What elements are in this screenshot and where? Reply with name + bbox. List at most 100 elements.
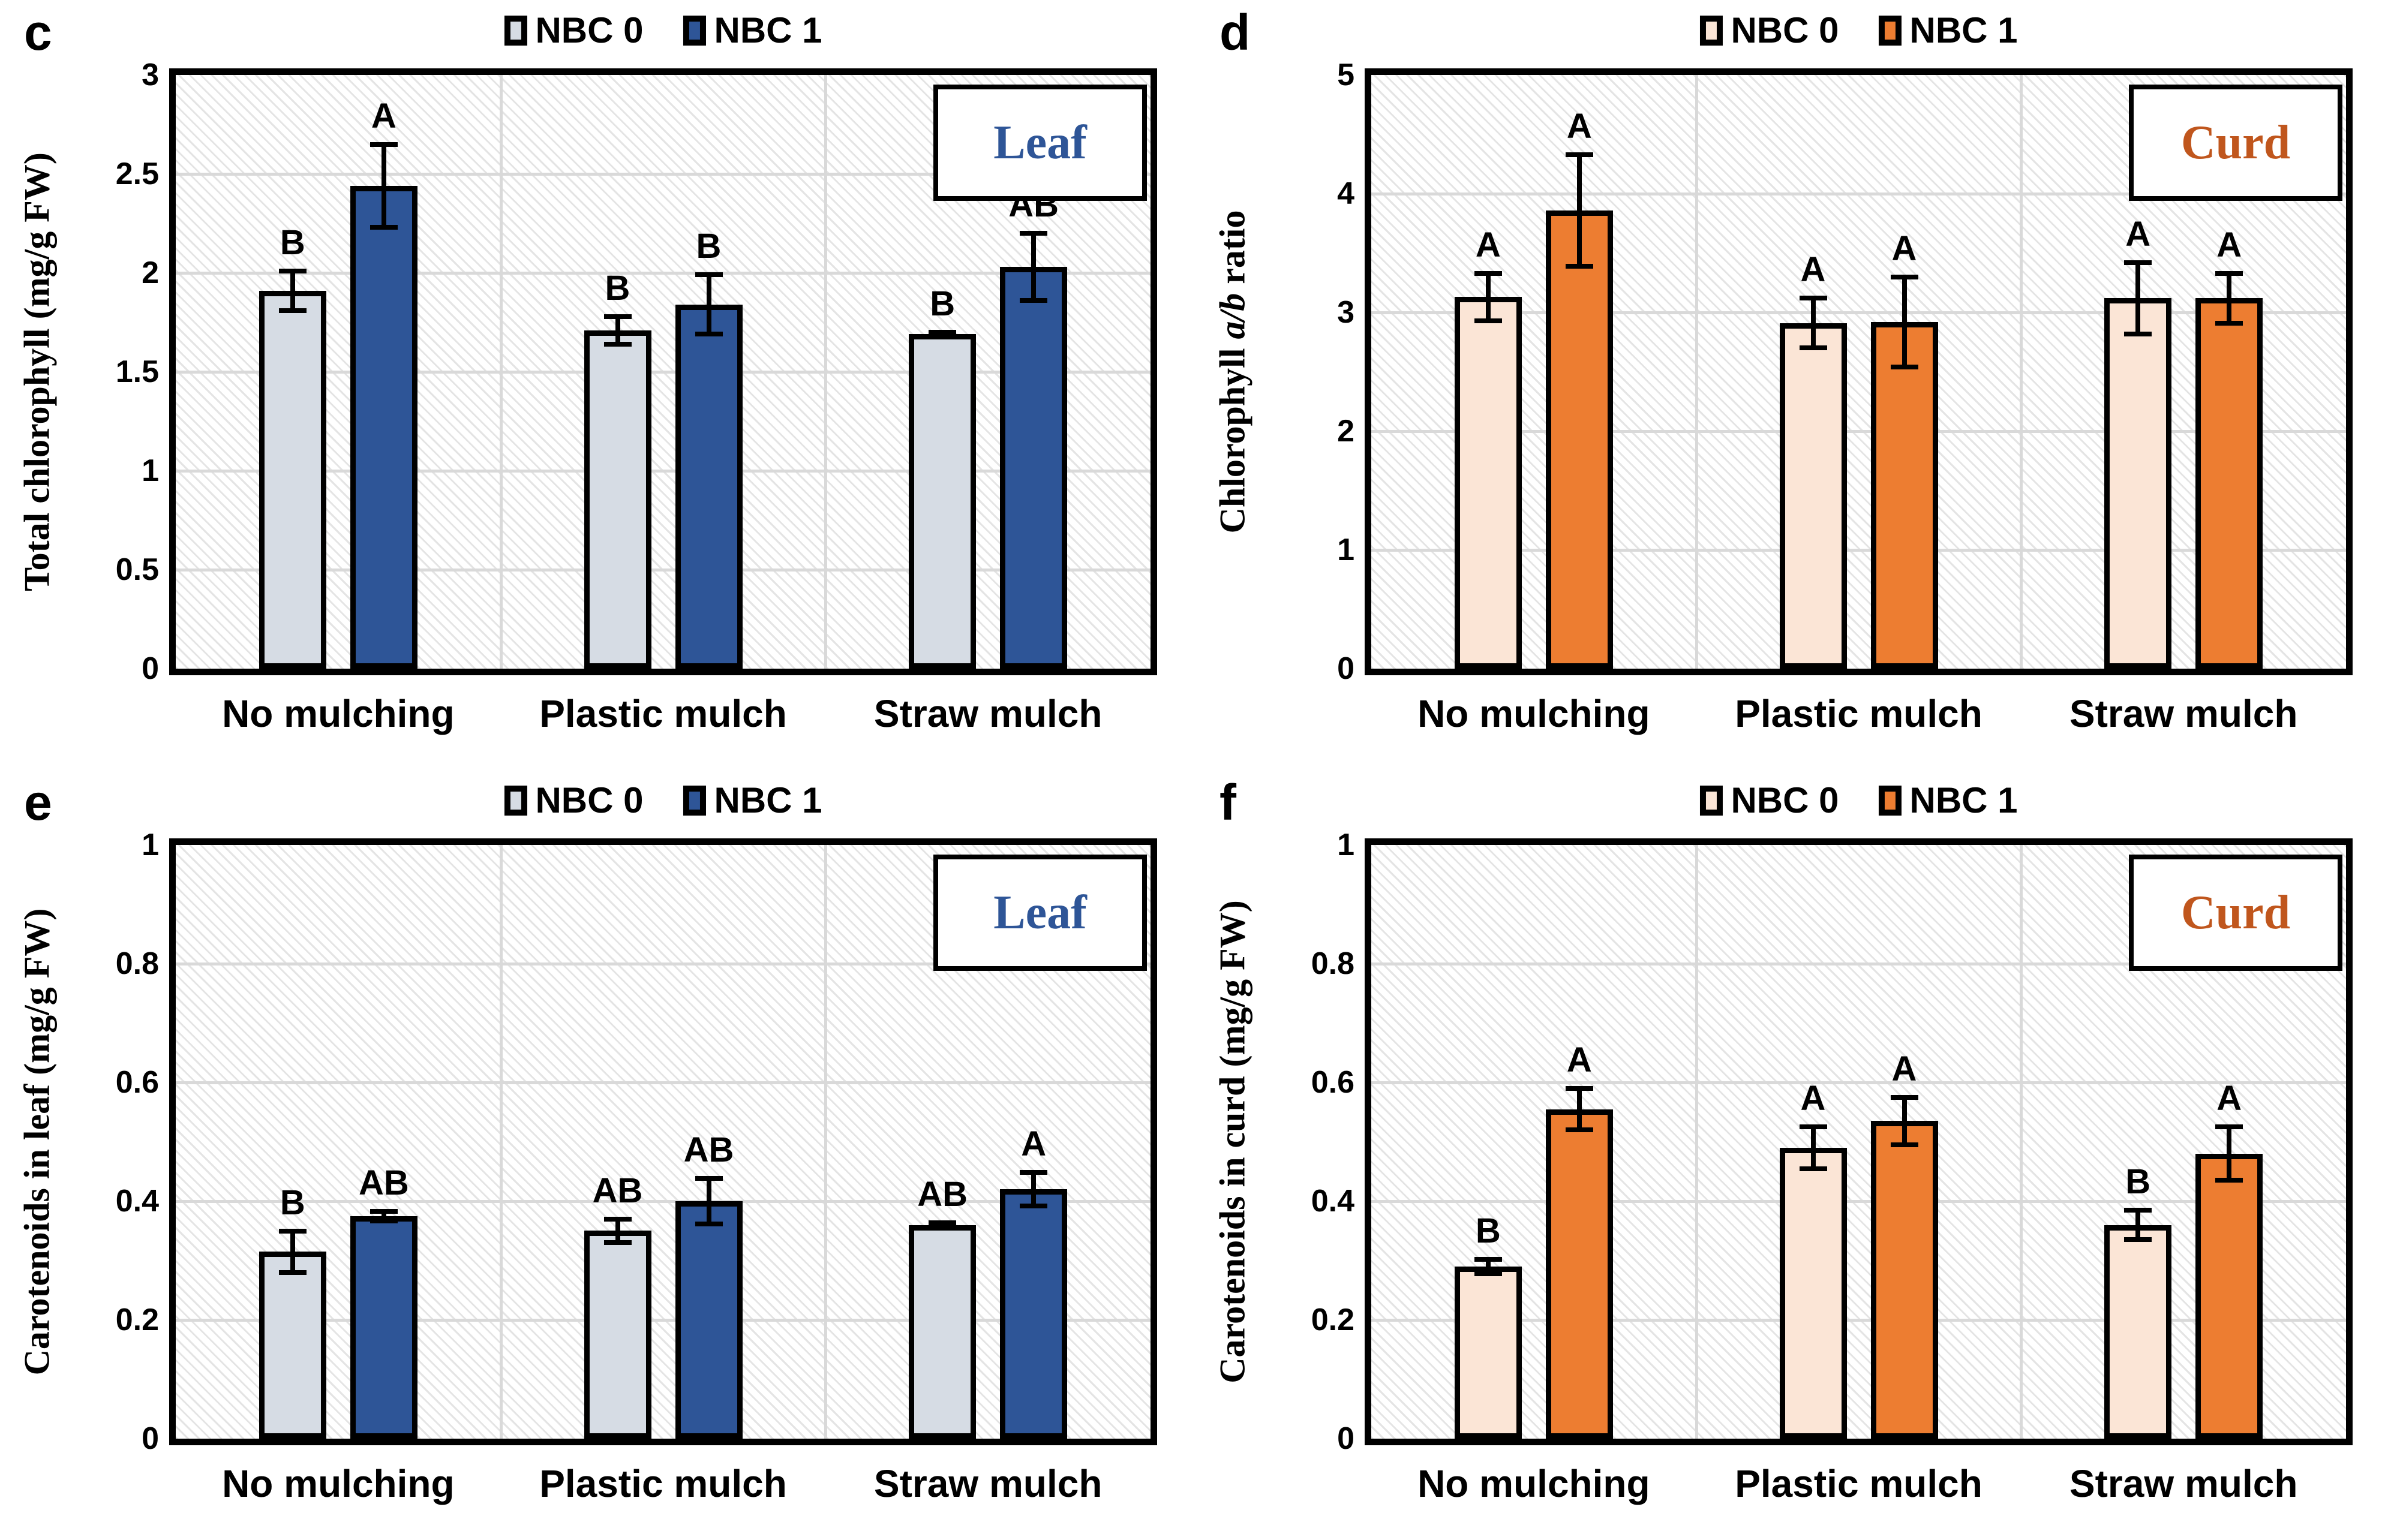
legend: NBC 0 NBC 1	[1699, 10, 2018, 51]
bar-nbc0-no-mulching	[259, 1252, 326, 1439]
error-bar-cap-top	[1799, 296, 1827, 301]
y-tick-label: 3	[142, 58, 159, 92]
error-bar-cap-top	[929, 330, 957, 335]
error-bar-cap-top	[1565, 1085, 1593, 1091]
h-gridline	[1371, 1200, 2346, 1203]
error-bar-cap-bottom	[1799, 1166, 1827, 1171]
h-gridline	[176, 962, 1151, 965]
error-bar-cap-bottom	[370, 1218, 398, 1223]
error-bar-cap-top	[278, 268, 307, 273]
legend: NBC 0 NBC 1	[1699, 780, 2018, 821]
tissue-tag-label: Leaf	[993, 886, 1087, 939]
error-bar-line	[706, 275, 711, 335]
h-gridline	[176, 569, 1151, 572]
error-bar-line	[706, 1178, 711, 1224]
tissue-tag-label: Curd	[2180, 116, 2291, 169]
tissue-tag-box: Leaf	[933, 85, 1147, 201]
significance-letter: A	[1566, 1040, 1592, 1079]
v-gridline	[824, 845, 828, 1439]
y-tick-label: 1	[142, 453, 159, 488]
error-bar-line	[615, 1219, 620, 1243]
x-category-label: Plastic mulch	[539, 692, 787, 735]
error-bar-cap-bottom	[2124, 331, 2152, 336]
significance-letter: A	[1891, 228, 1917, 268]
bar-nbc0-plastic-mulch	[584, 330, 651, 669]
y-tick-label: 0.5	[115, 552, 159, 587]
significance-letter: B	[1475, 1211, 1501, 1251]
error-bar-cap-top	[1474, 270, 1502, 276]
panel-e-carotenoids-leaf: e NBC 0 NBC 1 Carotenoids in leaf (mg/g FW)…	[0, 770, 1196, 1540]
bar-nbc0-plastic-mulch	[1779, 323, 1847, 669]
error-bar-line	[615, 316, 620, 344]
error-bar-cap-bottom	[929, 1225, 957, 1230]
x-category-label: Plastic mulch	[1735, 1462, 1983, 1505]
legend-label: NBC 1	[714, 10, 822, 50]
error-bar-line	[2227, 1127, 2232, 1181]
significance-letter: AB	[683, 1130, 734, 1170]
error-bar-cap-bottom	[1890, 365, 1918, 370]
significance-letter: A	[1475, 225, 1501, 264]
legend-swatch-icon	[1878, 15, 1902, 46]
error-bar-cap-top	[2215, 1124, 2243, 1130]
x-category-label: Straw mulch	[873, 1462, 1103, 1505]
h-gridline	[176, 272, 1151, 275]
legend-label: NBC 1	[1909, 10, 2018, 50]
x-category-label: No mulching	[222, 692, 455, 735]
plot-area: B A A A B A Curd	[1371, 845, 2346, 1439]
error-bar-line	[1031, 1172, 1037, 1206]
significance-letter: AB	[592, 1171, 643, 1210]
y-tick-label: 0	[1337, 651, 1354, 686]
error-bar-line	[381, 144, 386, 228]
significance-letter: B	[696, 227, 722, 266]
error-bar-cap-bottom	[603, 341, 632, 347]
legend-swatch-icon	[504, 785, 527, 816]
y-tick-label: 0.4	[1311, 1184, 1354, 1219]
error-bar-cap-top	[695, 1176, 723, 1181]
legend-label: NBC 0	[535, 780, 644, 820]
legend-label: NBC 0	[1731, 780, 1839, 820]
v-gridline	[1695, 75, 1698, 669]
y-tick-label: 3	[1337, 295, 1354, 330]
significance-letter: B	[280, 1183, 305, 1222]
bar-nbc0-plastic-mulch	[584, 1231, 651, 1439]
y-tick-label: 1	[1337, 533, 1354, 567]
h-gridline	[176, 371, 1151, 374]
h-gridline	[176, 1081, 1151, 1084]
h-gridline	[1371, 1081, 2346, 1084]
y-tick-label: 4	[1337, 176, 1354, 211]
legend-item-nbc-0: NBC 0	[1699, 780, 1839, 821]
legend-label: NBC 1	[714, 780, 822, 820]
bar-nbc1-plastic-mulch	[1870, 1121, 1938, 1439]
error-bar-cap-bottom	[2124, 1237, 2152, 1243]
y-tick-label: 5	[1337, 58, 1354, 92]
y-tick-label: 0	[142, 1421, 159, 1456]
error-bar-line	[2135, 262, 2141, 334]
legend-item-nbc-0: NBC 0	[1699, 10, 1839, 51]
significance-letter: AB	[358, 1163, 409, 1202]
legend-item-nbc-0: NBC 0	[504, 780, 644, 821]
y-tick-label: 0	[142, 651, 159, 686]
error-bar-line	[290, 1231, 295, 1273]
error-bar-line	[1576, 1088, 1582, 1130]
panel-d-chlorophyll-ab-ratio-curd: d NBC 0 NBC 1 Chlorophyll a/b ratio 0 1 2 3 4 5 A A…	[1196, 0, 2391, 770]
x-category-label: Plastic mulch	[539, 1462, 787, 1505]
tissue-tag-box: Curd	[2129, 855, 2342, 971]
error-bar-line	[290, 270, 295, 311]
significance-letter: B	[280, 222, 305, 262]
y-tick-label: 0.8	[1311, 946, 1354, 981]
error-bar-line	[381, 1211, 386, 1221]
v-gridline	[2020, 845, 2023, 1439]
h-gridline	[176, 173, 1151, 176]
error-bar-line	[1485, 1259, 1491, 1274]
significance-letter: B	[930, 284, 956, 323]
x-category-label: No mulching	[1417, 1462, 1650, 1505]
error-bar-cap-top	[2124, 260, 2152, 265]
x-category-label: Plastic mulch	[1735, 692, 1983, 735]
panel-letter-d: d	[1219, 4, 1251, 61]
y-tick-label: 1	[142, 828, 159, 862]
y-tick-label: 1	[1337, 828, 1354, 862]
error-bar-cap-bottom	[1474, 1271, 1502, 1276]
legend-swatch-icon	[1699, 785, 1723, 816]
error-bar-line	[1485, 273, 1491, 321]
